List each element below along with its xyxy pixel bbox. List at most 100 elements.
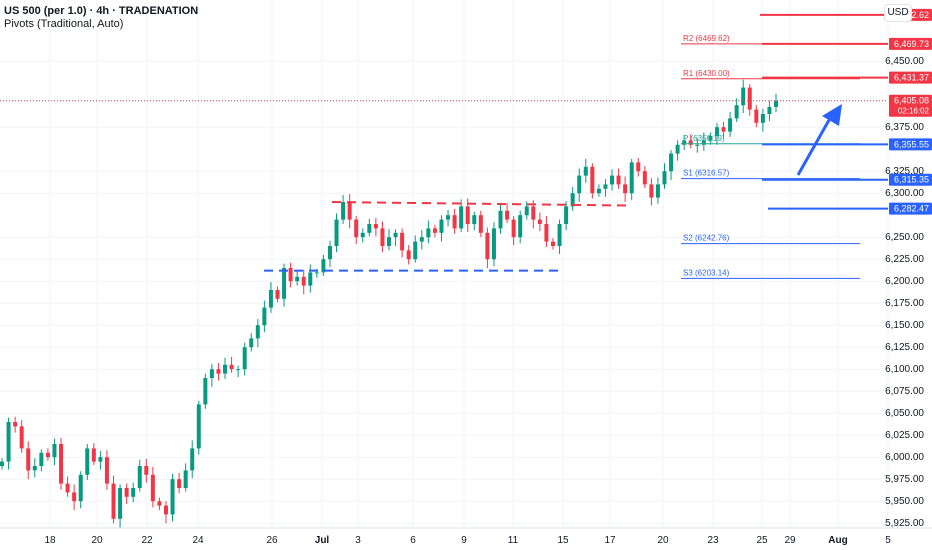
price-tag-box [889,138,932,151]
pivot-label: S1 (6316.57) [683,169,730,178]
candle-body [583,166,588,176]
candle-body [282,268,287,299]
y-tick-label: 5,975.00 [885,474,924,485]
x-tick-label: Jul [315,535,330,546]
candle-body [65,483,70,493]
candle-body [655,184,660,198]
y-tick-label: 6,325.00 [885,166,924,177]
countdown-label: 02:16:02 [898,107,930,116]
candle-body [255,325,260,339]
candle-body [26,448,31,471]
candle-body [518,215,523,238]
candle-body [426,228,431,238]
candle-body [413,241,418,260]
indicator-title[interactable]: Pivots (Traditional, Auto) [4,18,124,30]
price-tag-box [889,173,932,186]
candle-body [701,140,706,145]
candle-body [577,175,582,194]
price-tag-label: 6,431.37 [894,73,929,83]
pivot-label: P (6356.19) [683,134,725,143]
y-tick-label: 6,250.00 [885,232,924,243]
x-tick-label: 24 [192,535,204,546]
candle-body [550,241,555,246]
candle-body [393,232,398,238]
y-tick-label: 6,050.00 [885,408,924,419]
y-tick-label: 6,125.00 [885,342,924,353]
candle-body [262,307,267,326]
y-tick-label: 6,000.00 [885,452,924,463]
candle-body [734,105,739,119]
candle-body [111,483,116,519]
x-tick-label: 22 [141,535,153,546]
candle-body [610,175,615,185]
price-tag-label: 6,405.08 [894,96,929,106]
candle-body [544,224,549,242]
price-tag-box [889,94,932,117]
candle-body [537,219,542,224]
symbol-title[interactable]: US 500 (per 1.0) · 4h · TRADENATION [4,5,199,17]
currency-button[interactable]: USD [884,4,912,22]
candle-body [45,452,50,458]
candle-body [400,232,405,251]
candle-body [754,109,759,123]
x-tick-label: 20 [91,535,103,546]
candle-body [360,232,365,238]
candle-body [478,215,483,233]
candle-body [629,162,634,194]
grid [0,0,889,528]
y-tick-label: 6,150.00 [885,320,924,331]
candle-body [6,422,11,462]
candle-body [741,87,746,106]
candle-body [275,290,280,299]
price-axis[interactable]: 5,925.00 5,950.00 5,975.00 6,000.00 6,025.00… [885,56,924,529]
pivot-levels: R3 (6545.45)R2 (6469.62)R1 (6430.00)P (6… [681,34,860,279]
pivot-label: S3 (6203.14) [683,268,730,277]
candle-body [229,364,234,370]
candle-body [511,219,516,238]
candle-body [131,488,136,497]
candle-body [98,457,103,462]
candle-body [603,184,608,189]
y-tick-label: 6,175.00 [885,298,924,309]
candle-body [308,272,313,286]
chart-legend: US 500 (per 1.0) · 4h · TRADENATION Pivo… [4,5,198,31]
candle-body [223,364,228,374]
x-tick-label: 17 [604,535,616,546]
candle-body [747,87,752,110]
x-tick-label: 5 [885,535,891,546]
candle-body [334,219,339,246]
candle-body [472,215,477,224]
candle-body [321,259,326,273]
range-resistance-line [331,201,629,207]
price-tag-label: 6,315.35 [894,175,929,185]
candle-body [649,184,654,198]
candle-body [459,206,464,229]
candle-body [13,422,18,427]
y-tick-label: 6,225.00 [885,254,924,265]
candle-body [675,144,680,154]
candles [0,79,778,528]
x-tick-label: 18 [44,535,56,546]
candle-body [19,426,24,449]
candle-body [183,470,188,488]
candle-body [419,237,424,242]
candle-body [216,369,221,374]
candle-body [367,224,372,233]
candle-body [387,237,391,246]
candle-body [531,206,536,220]
candle-body [32,466,37,471]
candle-body [196,404,201,449]
y-tick-label: 6,100.00 [885,364,924,375]
candle-body [452,215,457,229]
candle-body [505,210,510,220]
time-axis[interactable]: 18 20 22 24 26 Jul 3 6 9 11 15 17 20 23 25 29 Aug 5 [0,527,932,546]
bullish-arrow-head [822,104,842,126]
candle-body [150,474,155,502]
candle-body [557,224,562,246]
x-tick-label: Aug [828,535,847,546]
candle-body [52,444,57,458]
pivot-label: R1 (6430.00) [683,69,730,78]
price-tag-box [889,71,932,84]
candle-body [590,166,595,194]
